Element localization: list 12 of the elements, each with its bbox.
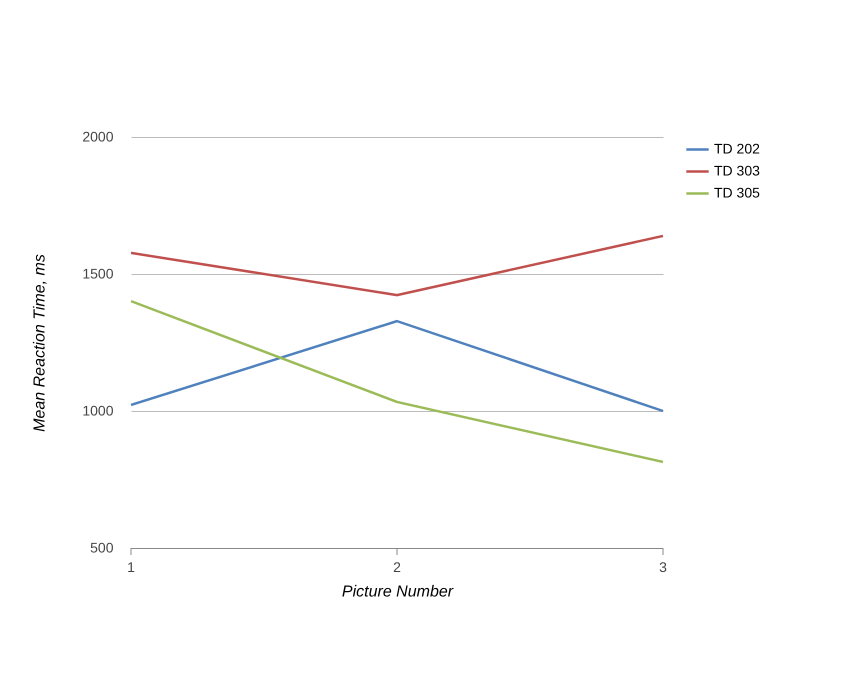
y-tick-label: 1500 [82,266,114,282]
legend-label: TD 305 [714,184,760,200]
y-tick-label: 2000 [82,128,114,144]
legend-label: TD 202 [714,140,760,156]
legend-label: TD 303 [714,162,760,178]
y-tick-label: 1000 [82,402,114,418]
x-axis-title: Picture Number [342,584,454,600]
x-tick-label: 2 [393,559,402,575]
y-tick-label: 500 [90,540,114,556]
x-tick-label: 3 [659,559,668,575]
x-tick-label: 1 [127,559,136,575]
y-axis-title: Mean Reaction Time, ms [31,254,48,432]
